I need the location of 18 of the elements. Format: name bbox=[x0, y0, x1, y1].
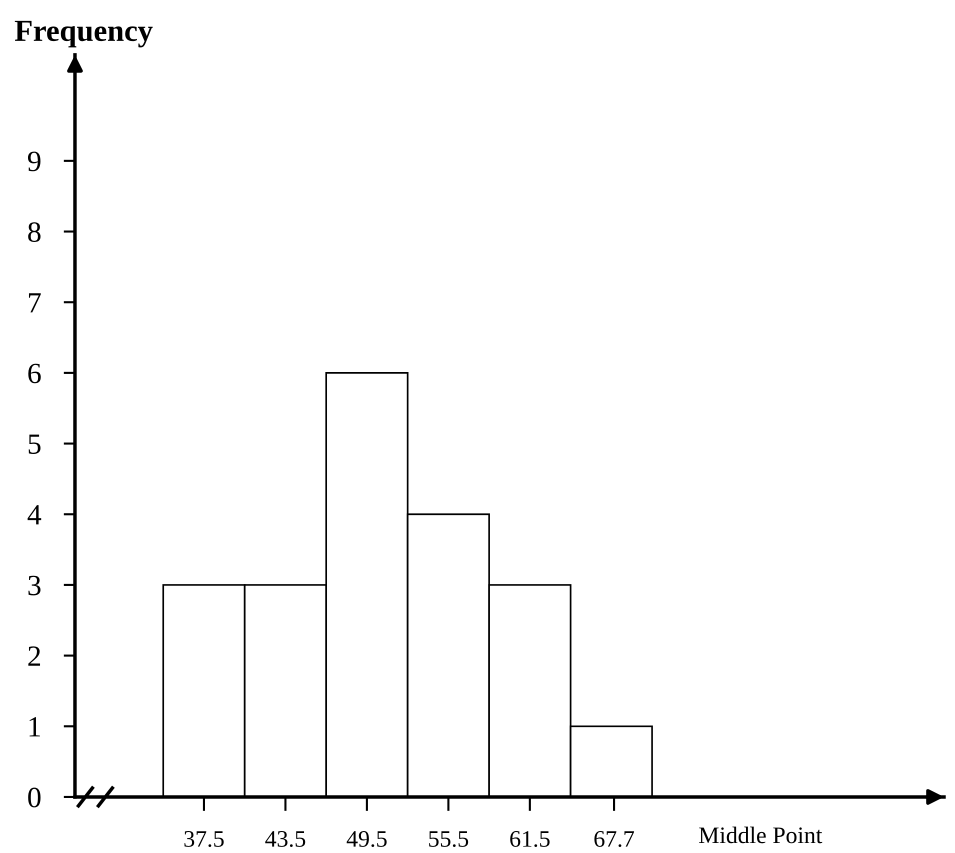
y-axis-title: Frequency bbox=[14, 20, 153, 48]
y-tick-label: 8 bbox=[28, 222, 41, 242]
x-tick-label: 49.5 bbox=[346, 831, 387, 848]
x-tick-label: 67.7 bbox=[594, 831, 634, 848]
y-tick-label: 5 bbox=[28, 434, 40, 454]
y-tick-label: 4 bbox=[28, 505, 42, 524]
x-axis-title: Middle Point bbox=[699, 826, 822, 844]
y-tick-label: 7 bbox=[28, 293, 41, 312]
y-tick-label: 1 bbox=[30, 717, 40, 736]
y-tick-label: 3 bbox=[28, 576, 40, 596]
x-tick-label: 43.5 bbox=[265, 831, 306, 848]
x-tick-label: 55.5 bbox=[429, 831, 468, 848]
y-tick-label: 6 bbox=[28, 364, 41, 384]
x-tick-label: 61.5 bbox=[510, 831, 550, 848]
y-tick-label: 9 bbox=[28, 152, 40, 172]
y-tick-label: 2 bbox=[28, 646, 40, 666]
x-tick-label: 37.5 bbox=[184, 831, 224, 848]
y-tick-label: 0 bbox=[28, 788, 41, 808]
